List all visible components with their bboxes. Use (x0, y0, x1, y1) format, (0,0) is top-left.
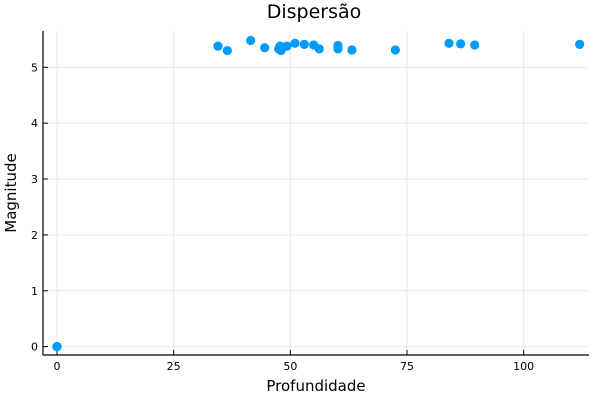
grid (43, 31, 589, 355)
y-tick-label: 2 (31, 229, 38, 242)
data-point (213, 41, 223, 51)
data-point (282, 41, 292, 51)
data-point (290, 38, 300, 48)
x-tick-label: 25 (167, 360, 181, 373)
axis-ticks: 0 25 50 75 100 0 1 2 3 4 5 (31, 61, 534, 373)
data-point (299, 39, 309, 50)
data-point (52, 342, 62, 352)
y-axis-label: Magnitude (2, 153, 20, 232)
y-tick-label: 4 (31, 117, 38, 130)
chart-title: Dispersão (267, 1, 362, 23)
data-point (222, 45, 232, 56)
data-points (52, 35, 585, 352)
x-tick-label: 75 (400, 360, 414, 373)
x-tick-label: 50 (283, 360, 297, 373)
data-point (314, 44, 324, 54)
y-tick-label: 3 (31, 173, 38, 186)
y-tick-label: 5 (31, 61, 38, 74)
data-point (456, 39, 466, 49)
data-point (470, 40, 480, 50)
data-point (444, 38, 454, 48)
data-point (260, 43, 270, 53)
y-tick-label: 0 (31, 341, 38, 354)
x-axis-label: Profundidade (266, 377, 365, 395)
x-tick-label: 0 (54, 360, 61, 373)
x-tick-label: 100 (513, 360, 534, 373)
data-point (390, 45, 400, 55)
data-point (246, 35, 256, 46)
data-point (575, 39, 585, 50)
data-point (347, 45, 357, 55)
data-point (333, 44, 343, 54)
y-tick-label: 1 (31, 285, 38, 298)
